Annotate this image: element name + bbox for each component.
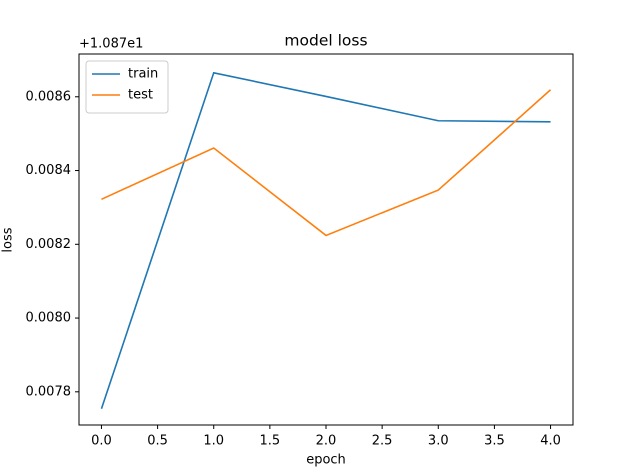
y-tick-label: 0.0082 — [26, 237, 72, 252]
y-tick-label: 0.0084 — [26, 163, 72, 178]
x-tick-label: 3.5 — [484, 434, 505, 449]
x-tick-label: 3.0 — [428, 434, 449, 449]
y-axis-label: loss — [1, 227, 16, 252]
line-series — [101, 89, 552, 237]
x-tick-label: 0.5 — [147, 434, 168, 449]
x-tick-label: 0.0 — [91, 434, 112, 449]
legend-label: train — [128, 67, 158, 82]
line-series — [100, 71, 551, 410]
y-tick-label: 0.0080 — [26, 311, 72, 326]
chart-title: model loss — [284, 32, 367, 50]
x-tick-label: 2.5 — [372, 434, 393, 449]
x-axis-label: epoch — [306, 453, 346, 468]
plot-frame — [78, 53, 574, 426]
y-tick-label: 0.0086 — [26, 89, 72, 104]
x-tick-label: 1.0 — [203, 434, 224, 449]
x-tick-label: 4.0 — [540, 434, 561, 449]
y-tick-label: 0.0078 — [26, 384, 72, 399]
legend-label: test — [128, 88, 153, 103]
x-tick-label: 2.0 — [316, 434, 337, 449]
x-tick-label: 1.5 — [260, 434, 281, 449]
y-offset-label: +1.087e1 — [79, 37, 143, 52]
legend: train test — [85, 60, 169, 114]
